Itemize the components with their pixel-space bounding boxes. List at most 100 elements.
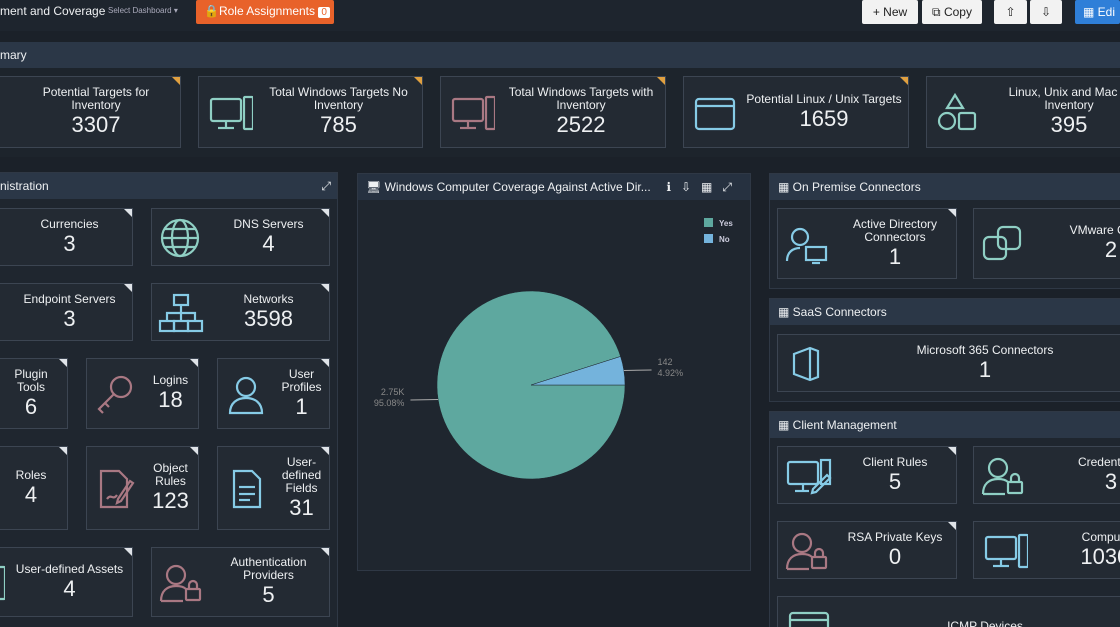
corner-flag	[59, 447, 67, 455]
lock-icon: 🔒	[204, 4, 219, 18]
card-icon	[0, 291, 5, 335]
card-icon	[0, 216, 5, 260]
copy-label: Copy	[943, 5, 972, 19]
card-label: Roles	[15, 467, 47, 482]
upload-button[interactable]: ⇧	[994, 0, 1027, 24]
card-value: 3598	[244, 305, 293, 331]
stat-card[interactable]: Total Windows Targets with Inventory 2522	[440, 76, 666, 148]
card-icon	[785, 532, 828, 571]
card-value: 0	[888, 543, 902, 569]
stat-card[interactable]: ICMP Devices	[777, 596, 1120, 627]
stat-card[interactable]: Networks 3598	[151, 283, 330, 341]
new-button[interactable]: + New	[862, 0, 918, 24]
pie-slice	[530, 356, 626, 386]
corner-flag	[321, 209, 329, 217]
card-icon	[694, 97, 736, 131]
stat-card[interactable]: Potential Targets for Inventory 3307	[0, 76, 181, 148]
chart-header: 🖥 Windows Computer Coverage Against Acti…	[358, 174, 750, 200]
stat-card[interactable]: Active Directory Connectors 1	[777, 208, 957, 279]
copy-button[interactable]: ⧉ Copy	[922, 0, 982, 24]
corner-flag	[414, 77, 422, 85]
card-label: Potential Linux / Unix Targets	[746, 91, 902, 106]
card-text: VMware Conne2	[1036, 209, 1120, 278]
stat-card[interactable]: Endpoint Servers 3	[0, 283, 133, 341]
client-management-header: ▦ Client Management	[770, 412, 1120, 438]
stat-card[interactable]: RSA Private Keys 0	[777, 521, 957, 579]
corner-flag	[124, 284, 132, 292]
edit-button[interactable]: ▦ Edi	[1075, 0, 1120, 24]
expand-icon[interactable]: ⤢	[321, 179, 331, 193]
dashboard-select-label: Select Dashboard	[108, 6, 172, 15]
stat-card[interactable]: Potential Linux / Unix Targets 1659	[683, 76, 909, 148]
stat-card[interactable]: DNS Servers 4	[151, 208, 330, 266]
stat-card[interactable]: Linux, Unix and Mac w Inventory 395	[926, 76, 1120, 148]
card-text: Computers10302	[1036, 522, 1120, 578]
stat-card[interactable]: Microsoft 365 Connectors 1	[777, 334, 1120, 392]
dashboard-select[interactable]: Select Dashboard ▾	[108, 6, 178, 15]
card-icon	[785, 227, 828, 264]
card-value: 4	[262, 230, 275, 256]
administration-header: nistration ⤢	[0, 173, 337, 199]
client-management-panel	[769, 411, 1120, 627]
stat-card[interactable]: Credential S3	[973, 446, 1120, 504]
stat-card[interactable]: Object Rules 123	[86, 446, 199, 530]
card-label: Computers	[1081, 529, 1120, 544]
card-value: 10302	[1080, 543, 1120, 569]
corner-flag	[124, 548, 132, 556]
monitor-icon: 🖥	[366, 180, 382, 194]
card-value: 5	[262, 582, 275, 607]
stat-card[interactable]: Logins 18	[86, 358, 199, 429]
card-label: Currencies	[40, 216, 99, 231]
stat-card[interactable]: User-defined Assets 4	[0, 547, 133, 617]
chart-tools[interactable]: ℹ⇩▦⤢	[666, 180, 742, 194]
stat-card[interactable]: VMware Conne2	[973, 208, 1120, 279]
card-label: User-defined Fields	[281, 454, 322, 495]
card-text: Object Rules 123	[149, 447, 192, 529]
card-icon	[982, 225, 1022, 260]
corner-flag	[948, 209, 956, 217]
card-text: User-defined Assets 4	[13, 548, 126, 616]
card-icon	[937, 92, 977, 131]
card-icon	[97, 375, 133, 414]
card-value: 31	[289, 494, 314, 520]
card-text: Client Rules 5	[840, 447, 950, 503]
page-title: ment and Coverage	[0, 4, 106, 18]
card-value: 1659	[799, 105, 849, 131]
corner-flag	[657, 77, 665, 85]
card-value: 6	[24, 393, 38, 419]
corner-flag	[172, 77, 180, 85]
corner-flag	[900, 77, 908, 85]
stat-card[interactable]: User Profiles 1	[217, 358, 330, 429]
on-premise-header: ▦ On Premise Connectors	[770, 174, 1120, 200]
card-text: User Profiles 1	[280, 359, 323, 428]
card-text: Potential Targets for Inventory 3307	[18, 77, 174, 147]
stat-card[interactable]: Authentication Providers 5	[151, 547, 330, 617]
administration-title: nistration	[0, 179, 49, 193]
card-label: Active Directory Connectors	[852, 216, 938, 244]
stat-card[interactable]: Plugin Tools 6	[0, 358, 68, 429]
card-text: Currencies 3	[13, 209, 126, 265]
stat-card[interactable]: Computers10302	[973, 521, 1120, 579]
card-label: Total Windows Targets No Inventory	[269, 85, 408, 112]
stat-card[interactable]: User-defined Fields 31	[217, 446, 330, 530]
corner-flag	[190, 447, 198, 455]
stat-card[interactable]: Client Rules 5	[777, 446, 957, 504]
leader-line	[410, 398, 439, 401]
card-text: DNS Servers 4	[214, 209, 323, 265]
card-value: 4	[24, 481, 38, 507]
card-text: Plugin Tools 6	[1, 359, 61, 428]
stat-card[interactable]: Roles 4	[0, 446, 68, 530]
download-button[interactable]: ⇩	[1030, 0, 1062, 24]
saas-header: ▦ SaaS Connectors	[770, 299, 1120, 325]
card-label: ICMP Devices	[947, 618, 1023, 627]
stat-card[interactable]: Total Windows Targets No Inventory 785	[198, 76, 423, 148]
client-management-title: Client Management	[792, 418, 897, 432]
legend-label: Yes	[719, 219, 733, 228]
card-icon	[228, 376, 264, 414]
card-value: 3307	[71, 112, 121, 137]
role-assignments-button[interactable]: 🔒Role Assignments 0	[196, 0, 334, 24]
legend-swatch	[704, 218, 713, 227]
stat-card[interactable]: Currencies 3	[0, 208, 133, 266]
